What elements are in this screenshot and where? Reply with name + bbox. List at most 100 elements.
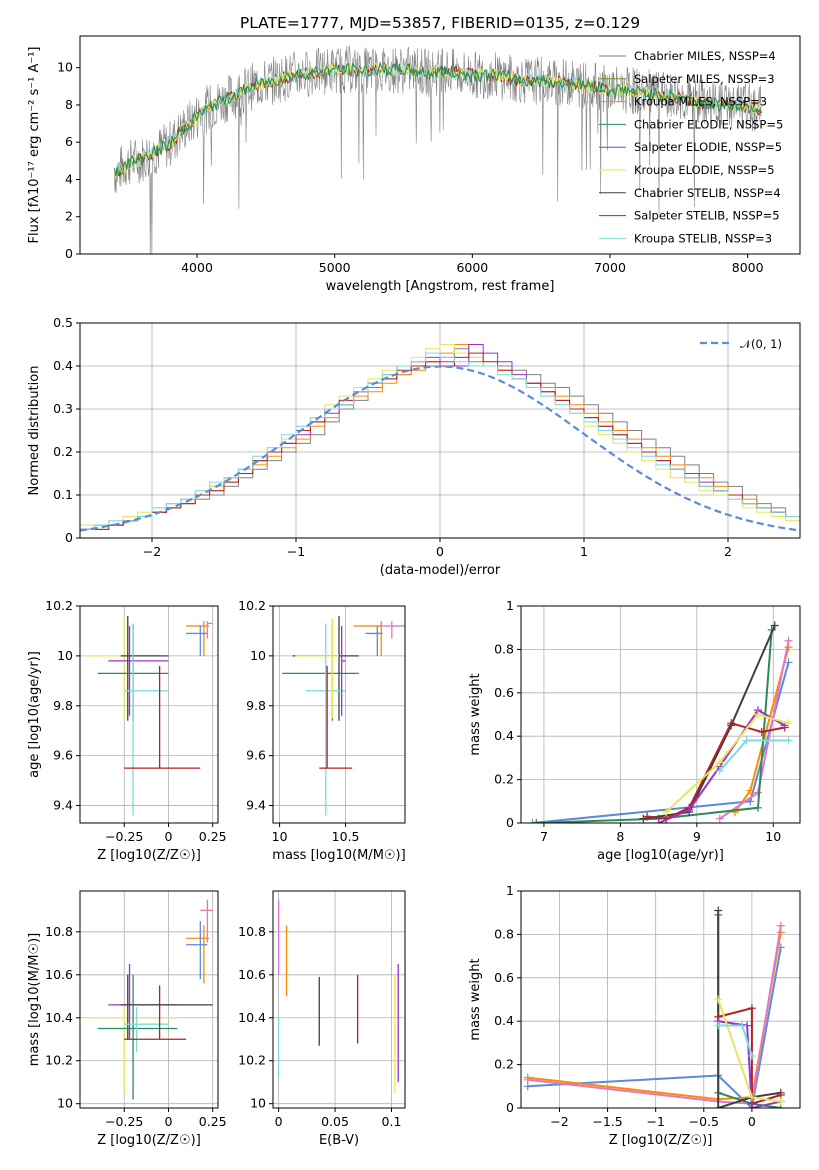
y-tick-label: 0 bbox=[506, 1100, 514, 1115]
x-tick-label: −1.5 bbox=[592, 1114, 622, 1129]
axes-frame bbox=[272, 605, 406, 824]
y-axis-label: mass [log10(M/M☉)] bbox=[27, 933, 42, 1066]
plus-marker bbox=[654, 819, 663, 823]
y-tick-label: 0 bbox=[65, 246, 73, 261]
y-tick-label: 10.4 bbox=[45, 1010, 73, 1025]
x-tick-label: −1 bbox=[287, 544, 305, 559]
weight-line bbox=[527, 925, 782, 1105]
plus-marker bbox=[532, 819, 541, 823]
x-tick-label: 0 bbox=[164, 1114, 172, 1129]
plus-marker bbox=[784, 636, 793, 645]
y-tick-label: 0.2 bbox=[494, 772, 514, 787]
y-tick-label: 0.4 bbox=[494, 1013, 514, 1028]
age-vs-Z-marks bbox=[85, 615, 213, 816]
x-tick-label: 0 bbox=[164, 829, 172, 844]
legend-label: Kroupa ELODIE, NSSP=5 bbox=[634, 163, 775, 177]
age-vs-mass-marks bbox=[282, 615, 405, 816]
plus-marker bbox=[715, 814, 724, 823]
y-axis-label: Flux [fλ10⁻¹⁷ erg cm⁻² s⁻¹ A⁻¹] bbox=[27, 47, 42, 244]
y-tick-label: 8 bbox=[65, 97, 73, 112]
plus-marker bbox=[776, 921, 785, 930]
legend-label: Kroupa STELIB, NSSP=3 bbox=[634, 231, 772, 245]
x-tick-label: 8 bbox=[616, 829, 624, 844]
plus-marker bbox=[747, 1051, 756, 1060]
weight-line bbox=[536, 629, 773, 823]
plus-marker bbox=[715, 766, 724, 775]
y-axis-label: mass weight bbox=[468, 958, 483, 1040]
y-tick-label: 0.3 bbox=[53, 401, 73, 416]
y-tick-label: 10.2 bbox=[45, 1053, 73, 1068]
x-tick-label: −0.5 bbox=[689, 1114, 719, 1129]
x-axis-label: (data-model)/error bbox=[380, 563, 501, 578]
x-axis-label: mass [log10(M/M☉)] bbox=[272, 848, 405, 863]
x-axis-label: Z [log10(Z/Z☉)] bbox=[97, 848, 201, 863]
plus-marker bbox=[662, 808, 671, 817]
y-tick-label: 10.8 bbox=[238, 924, 266, 939]
plus-marker bbox=[715, 758, 724, 767]
errorbar-point bbox=[378, 620, 405, 639]
y-tick-label: 0.8 bbox=[494, 641, 514, 656]
x-tick-label: 0 bbox=[748, 1114, 756, 1129]
plus-marker bbox=[742, 736, 751, 745]
y-tick-label: 9.4 bbox=[246, 798, 266, 813]
legend-label: Salpeter ELODIE, NSSP=5 bbox=[634, 140, 782, 154]
histogram-series bbox=[80, 352, 800, 538]
plus-marker bbox=[738, 1021, 747, 1030]
x-tick-label: 6000 bbox=[456, 260, 488, 275]
plus-marker bbox=[753, 788, 762, 797]
mass-vs-EBV-marks bbox=[277, 899, 399, 1093]
plus-marker bbox=[714, 1021, 723, 1030]
y-tick-label: 0 bbox=[65, 530, 73, 545]
y-tick-label: 0.2 bbox=[494, 1057, 514, 1072]
weight-line bbox=[717, 910, 781, 1108]
errorbar-point bbox=[340, 625, 346, 716]
residuals-marks bbox=[80, 344, 800, 538]
x-tick-label: 0 bbox=[436, 544, 444, 559]
errorbar-point bbox=[186, 620, 210, 656]
weight-line bbox=[718, 1020, 782, 1108]
axes-frame bbox=[272, 890, 406, 1109]
y-tick-label: 0.1 bbox=[53, 487, 73, 502]
y-tick-label: 10.2 bbox=[238, 1053, 266, 1068]
y-tick-label: 10.6 bbox=[238, 967, 266, 982]
x-tick-label: −0.25 bbox=[105, 1114, 143, 1129]
y-tick-label: 6 bbox=[65, 134, 73, 149]
x-tick-label: 10 bbox=[765, 829, 781, 844]
axes-frame bbox=[79, 35, 801, 255]
spectrum-line bbox=[113, 61, 763, 177]
errorbar-point bbox=[186, 921, 208, 980]
plus-marker bbox=[746, 786, 755, 795]
figure-title: PLATE=1777, MJD=53857, FIBERID=0135, z=0… bbox=[240, 14, 640, 32]
weight-line bbox=[643, 625, 776, 820]
x-tick-label: −2 bbox=[143, 544, 161, 559]
plus-marker bbox=[727, 719, 736, 728]
x-tick-label: 2 bbox=[724, 544, 732, 559]
x-tick-label: 0 bbox=[275, 1114, 283, 1129]
plus-marker bbox=[784, 719, 793, 728]
plus-marker bbox=[747, 1104, 756, 1108]
legend-label: Salpeter MILES, NSSP=3 bbox=[634, 72, 775, 86]
y-tick-label: 2 bbox=[65, 209, 73, 224]
spectrum-panel: 4000 5000 6000 7000 8000 0 2 4 6 8 10 wavelength [A… bbox=[27, 35, 801, 294]
errorbar-point bbox=[85, 618, 160, 719]
plus-marker bbox=[784, 736, 793, 745]
y-tick-label: 9.6 bbox=[53, 748, 73, 763]
y-tick-label: 9.6 bbox=[246, 748, 266, 763]
plus-marker bbox=[528, 819, 537, 823]
x-tick-label: −2 bbox=[550, 1114, 568, 1129]
mass-weight-vs-age-panel: 7 8 9 10 0 0.2 0.4 0.6 0.8 1 age [log10(age/yr)] ma… bbox=[468, 598, 801, 863]
x-tick-label: 9 bbox=[693, 829, 701, 844]
y-tick-label: 0.4 bbox=[53, 358, 73, 373]
errorbar-point bbox=[124, 1007, 169, 1053]
y-tick-label: 10 bbox=[57, 1096, 73, 1111]
y-tick-label: 10.6 bbox=[45, 967, 73, 982]
x-axis-label: age [log10(age/yr)] bbox=[597, 848, 724, 863]
y-tick-label: 9.4 bbox=[53, 798, 73, 813]
plus-marker bbox=[747, 1004, 756, 1013]
y-axis-label: Normed distribution bbox=[27, 366, 42, 496]
y-tick-label: 0.6 bbox=[494, 970, 514, 985]
weight-line bbox=[718, 739, 789, 772]
age-vs-mass-panel: 10 10.5 9.4 9.6 9.8 10 10.2 mass [log10(M/M☉)] bbox=[238, 598, 406, 863]
